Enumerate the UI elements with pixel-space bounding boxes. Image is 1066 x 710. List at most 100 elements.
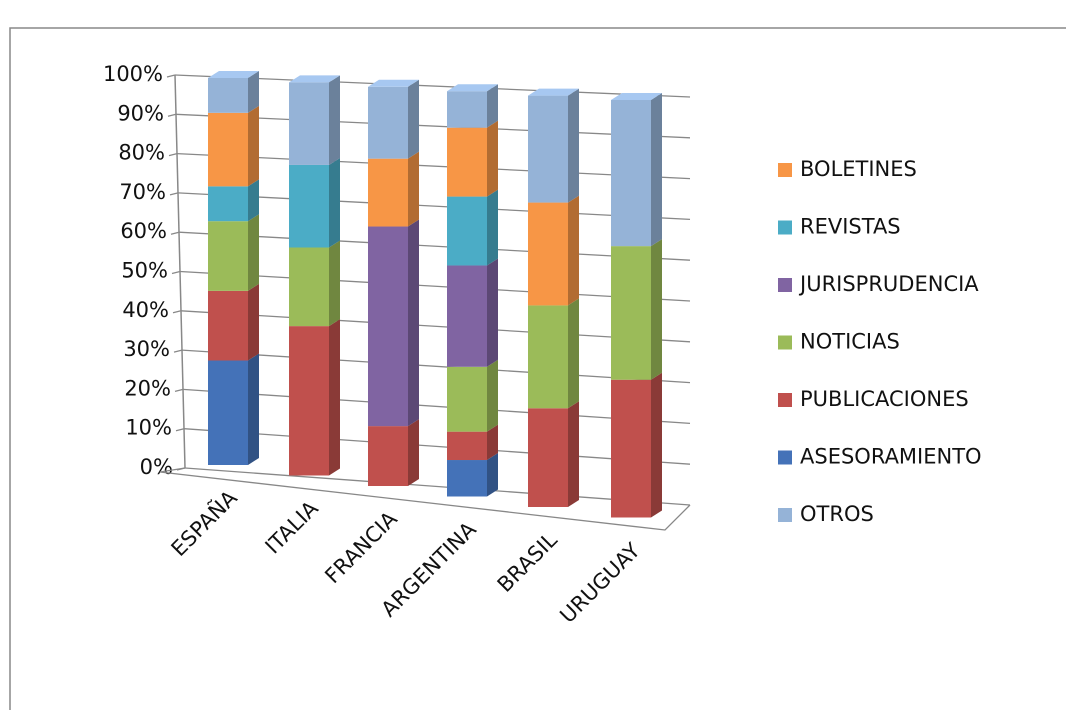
y-tick <box>171 270 181 275</box>
bar-top <box>528 88 579 96</box>
legend-label: JURISPRUDENCIA <box>798 272 979 296</box>
grid-line <box>184 467 691 506</box>
bar-side <box>487 189 498 266</box>
grid-line <box>176 152 691 180</box>
bar-segment <box>208 360 248 465</box>
grid-line <box>174 74 691 98</box>
y-tick-label: 30% <box>123 337 170 361</box>
y-tick <box>170 231 180 235</box>
bar-top <box>208 71 259 78</box>
bar-side <box>329 75 340 165</box>
bar-segment <box>368 158 408 227</box>
bar-segment <box>528 95 568 203</box>
y-tick <box>174 388 184 393</box>
y-tick-label: 0% <box>140 455 173 479</box>
y-tick-label: 20% <box>124 376 171 400</box>
legend-swatch <box>778 220 792 235</box>
grid-line <box>183 428 691 465</box>
bar-segment <box>611 100 651 247</box>
bar-side <box>651 93 662 247</box>
bar-segment <box>208 290 248 361</box>
grid-line <box>180 310 691 343</box>
grid-line <box>175 113 691 139</box>
legend-swatch <box>778 278 792 292</box>
bar-side <box>408 419 419 486</box>
bar-segment <box>447 366 487 432</box>
bar-segment <box>208 221 248 291</box>
bar-side <box>487 424 498 461</box>
bar-side <box>487 120 498 197</box>
legend-swatch <box>778 163 792 177</box>
bar-segment <box>528 305 568 409</box>
bar-segment <box>208 112 248 187</box>
legend-label: BOLETINES <box>800 157 917 181</box>
legend-label: REVISTAS <box>800 215 901 239</box>
bar-side <box>408 219 419 427</box>
bar-segment <box>447 91 487 128</box>
bar-segment <box>447 265 487 367</box>
floor-edge <box>159 467 691 531</box>
y-tick-label: 90% <box>117 101 164 125</box>
bar-segment <box>368 226 408 427</box>
bar-segment <box>447 127 487 197</box>
grid-line <box>181 349 691 384</box>
bar-segment <box>447 196 487 266</box>
bar-side <box>248 105 259 187</box>
chart-frame <box>9 27 1066 710</box>
bar-side <box>651 239 662 380</box>
y-tick-label: 60% <box>120 219 167 243</box>
y-tick-label: 70% <box>119 180 166 204</box>
y-tick <box>168 152 178 157</box>
bar-top <box>289 75 340 83</box>
y-tick <box>172 310 182 314</box>
legend-swatch <box>778 393 792 407</box>
bar-side <box>487 258 498 367</box>
bar-side <box>408 79 419 159</box>
y-tick <box>173 349 183 353</box>
bar-segment <box>368 86 408 159</box>
bar-segment <box>611 379 651 518</box>
bar-side <box>329 157 340 248</box>
bar-side <box>329 319 340 476</box>
bar-side <box>487 359 498 432</box>
grid-line <box>182 388 691 425</box>
y-tick <box>167 113 177 117</box>
y-tick <box>175 428 185 432</box>
bar-top <box>368 79 419 87</box>
bar-side <box>248 179 259 222</box>
bar-side <box>487 84 498 128</box>
y-tick-label: 80% <box>118 141 165 165</box>
legend-swatch <box>778 508 792 522</box>
bar-top <box>611 93 662 100</box>
bar-side <box>248 353 259 465</box>
bar-side <box>248 214 259 291</box>
legend-label: NOTICIAS <box>800 330 900 354</box>
bar-side <box>568 401 579 507</box>
y-tick-label: 50% <box>121 259 168 283</box>
bar-side <box>651 372 662 518</box>
y-tick-label: 40% <box>122 298 169 322</box>
y-tick <box>169 192 179 196</box>
grid-line <box>179 270 691 302</box>
bar-top <box>447 84 498 92</box>
bar-side <box>568 195 579 306</box>
legend-swatch <box>778 450 792 465</box>
bar-segment <box>289 164 329 248</box>
bar-side <box>568 88 579 203</box>
y-tick <box>166 74 176 78</box>
legend-label: ASESORAMIENTO <box>800 445 982 469</box>
bar-segment <box>208 186 248 222</box>
legend-label: PUBLICACIONES <box>800 387 969 411</box>
bar-segment <box>611 246 651 380</box>
bar-side <box>408 151 419 227</box>
bar-side <box>248 283 259 361</box>
bar-side <box>487 453 498 497</box>
grid-line <box>178 231 691 261</box>
y-tick-label: 100% <box>103 62 163 86</box>
bar-segment <box>528 202 568 306</box>
y-tick-label: 10% <box>125 416 172 440</box>
bar-side <box>329 240 340 327</box>
bar-segment <box>289 82 329 165</box>
bar-segment <box>528 408 568 507</box>
